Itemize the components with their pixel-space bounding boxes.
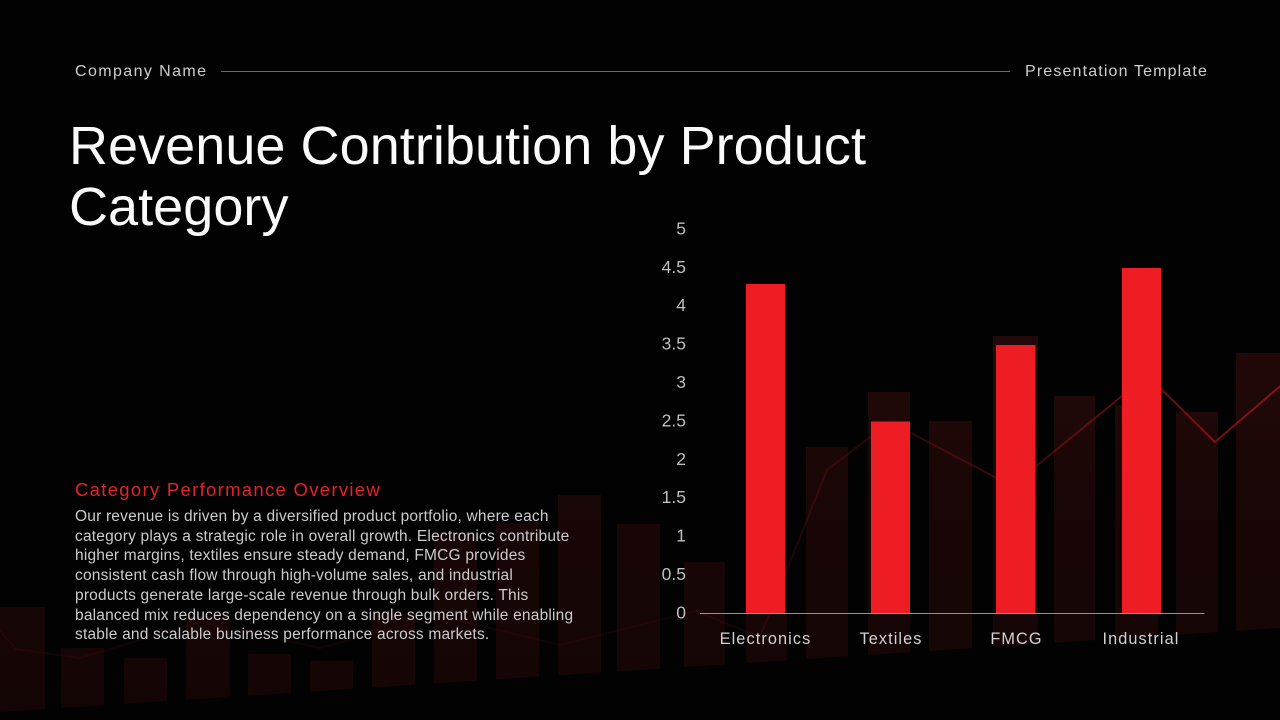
svg-text:4: 4 [676,295,686,315]
svg-text:FMCG: FMCG [990,630,1042,648]
svg-text:3: 3 [676,372,686,392]
svg-text:2: 2 [676,449,686,469]
svg-text:0: 0 [676,602,686,622]
svg-text:4.5: 4.5 [662,257,686,277]
svg-text:Industrial: Industrial [1102,630,1179,648]
svg-text:Electronics: Electronics [720,630,812,648]
svg-text:0.5: 0.5 [662,564,686,584]
svg-text:3.5: 3.5 [662,334,686,354]
svg-text:2.5: 2.5 [662,410,686,430]
svg-text:1: 1 [676,526,686,546]
svg-text:1.5: 1.5 [662,487,686,507]
svg-text:Textiles: Textiles [859,630,922,648]
svg-text:5: 5 [676,218,686,238]
